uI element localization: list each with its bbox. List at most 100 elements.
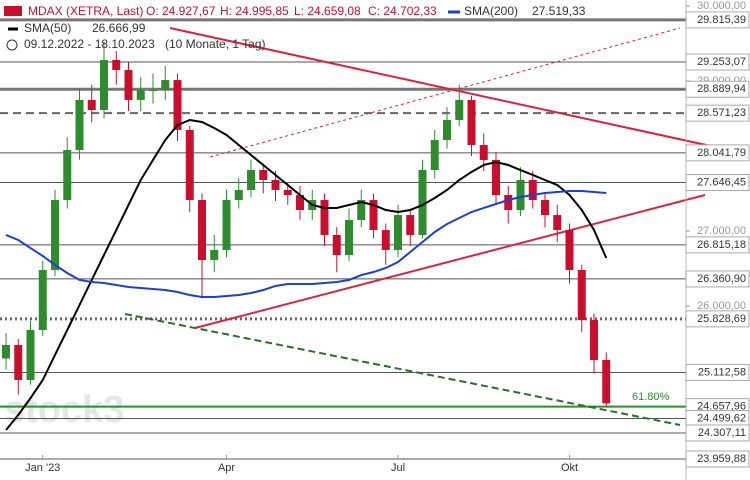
candle-body (504, 195, 513, 210)
candle-body (467, 99, 476, 145)
level-box (685, 80, 750, 98)
level-label: 24.499,62 (697, 412, 746, 424)
x-tick-label: Jul (391, 462, 405, 474)
level-box (685, 53, 750, 71)
level-label: 26.815,18 (697, 239, 746, 251)
candle-body (210, 249, 219, 261)
ohlc: C: 24.702,33 (368, 4, 437, 18)
candle-body (63, 150, 72, 201)
level-box (685, 424, 750, 442)
candle-body (2, 345, 10, 359)
candle-body (406, 215, 415, 235)
date-range: 09.12.2022 - 18.10.2023 (24, 37, 155, 51)
level-label: 25.112,58 (698, 366, 746, 378)
candle-body (234, 189, 243, 201)
candle-body (516, 180, 525, 210)
candle-body (161, 80, 170, 90)
ohlc: H: 24.995,85 (220, 4, 289, 18)
candle-body (394, 215, 402, 250)
candle-body (283, 189, 292, 195)
candle-body (14, 345, 23, 381)
watermark: stock3 (4, 389, 124, 431)
sma-line (5, 190, 607, 298)
instrument: MDAX (XETRA, Last) (28, 4, 143, 18)
candle-body (26, 330, 35, 381)
candle-body (455, 99, 464, 120)
level-label: 24.307,11 (698, 427, 746, 439)
x-tick-label: Okt (561, 462, 578, 474)
support-line (124, 313, 681, 426)
trend-line (169, 27, 721, 149)
candle-body (112, 60, 121, 70)
level-box (685, 174, 750, 192)
x-tick-label: Jan '23 (25, 462, 60, 474)
candle-body (369, 200, 378, 231)
candle-body (443, 120, 451, 141)
legend-entry: SMA(200) (464, 4, 518, 18)
legend-swatch (4, 6, 22, 16)
candle-body (479, 144, 488, 160)
ohlc: L: 24.659,08 (294, 4, 361, 18)
level-box (685, 236, 750, 254)
legend-entry: SMA(50) (24, 21, 71, 35)
fib-label: 61.80% (632, 391, 670, 403)
level-label: 29.815,39 (697, 14, 746, 26)
candle-body (38, 270, 47, 330)
clock-icon (6, 39, 18, 51)
candle-body (259, 170, 268, 180)
candle-body (565, 230, 574, 270)
legend-value: 27.519,33 (532, 4, 586, 18)
level-label: 25.828,69 (697, 313, 746, 325)
candle-body (492, 159, 500, 195)
candle-body (541, 200, 549, 216)
candle-body (320, 200, 329, 235)
ohlc: O: 24.927,67 (146, 4, 216, 18)
candle-body (247, 170, 255, 190)
candle-body (381, 230, 390, 250)
candle-body (75, 99, 84, 150)
level-box (685, 144, 750, 162)
candle-body (271, 180, 280, 190)
candle-body (198, 200, 206, 261)
sma-line (5, 118, 608, 431)
level-box (685, 270, 750, 288)
candle-body (590, 320, 598, 360)
candle-body (577, 270, 586, 321)
candle-body (222, 200, 231, 250)
candle-body (357, 200, 366, 220)
level-label: 28.889,94 (697, 83, 746, 95)
candle-body (332, 234, 341, 255)
level-label: 28.041,79 (697, 147, 746, 159)
level-label: 28.571,23 (697, 107, 746, 119)
y-tick-label: 27.000,00 (697, 225, 746, 237)
candle-body (296, 195, 304, 210)
candle-body (553, 215, 562, 231)
level-box (685, 11, 750, 29)
level-box (685, 364, 750, 382)
candle-body (173, 80, 182, 130)
candle-body (528, 180, 537, 201)
level-label: 27.646,45 (697, 176, 746, 188)
level-box (685, 450, 750, 468)
level-box (685, 310, 750, 328)
candle-body (136, 90, 145, 100)
level-label: 29.253,07 (697, 56, 746, 68)
candle-body (345, 219, 353, 255)
period: (10 Monate, 1 Tag) (165, 37, 266, 51)
level-label: 23.959,88 (697, 453, 746, 465)
level-label: 24.657,96 (697, 401, 746, 413)
legend-value: 26.666,99 (92, 21, 146, 35)
x-tick-label: Apr (218, 462, 235, 474)
y-tick-label: 30.000,00 (697, 0, 746, 12)
y-tick-label: 26.000,00 (697, 300, 746, 312)
level-label: 26.360,90 (697, 273, 746, 285)
trend-line (194, 194, 706, 329)
level-box (685, 104, 750, 122)
candle-body (418, 170, 427, 235)
candle-body (100, 60, 108, 111)
candle-body (602, 360, 611, 404)
candle-body (430, 140, 439, 171)
candle-body (185, 129, 194, 201)
candle-body (124, 69, 133, 100)
